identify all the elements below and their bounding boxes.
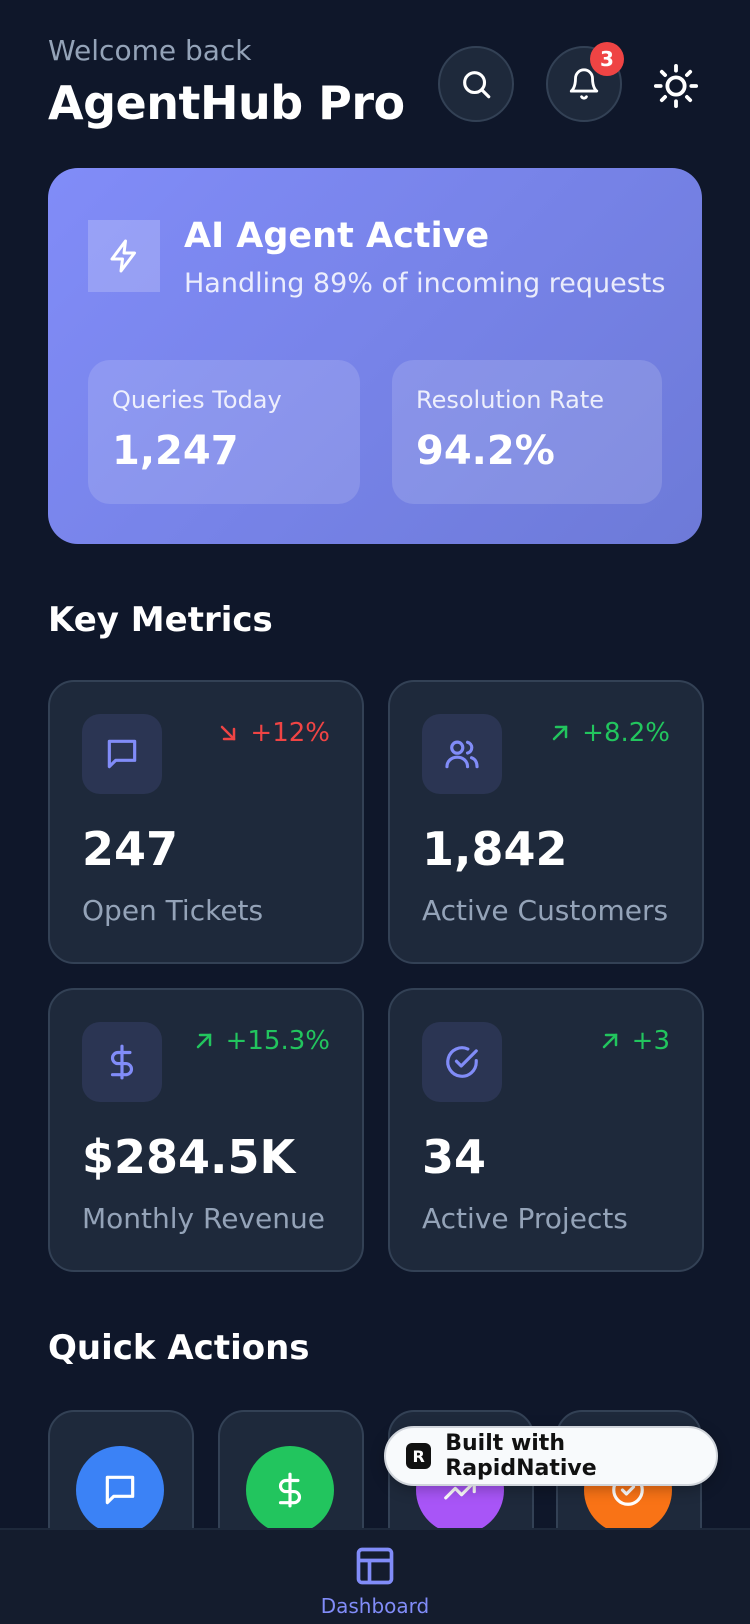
arrow-up-right-icon: [602, 1033, 617, 1049]
metric-card-active-customers[interactable]: +8.2% 1,842 Active Customers: [388, 680, 704, 964]
theme-toggle-button[interactable]: [650, 60, 702, 112]
trend-value: +3: [631, 1026, 670, 1056]
stat-label: Queries Today: [112, 386, 282, 414]
metric-icon-box: [82, 1022, 162, 1102]
trend-value: +12%: [250, 718, 330, 748]
rapidnative-logo-icon: R: [406, 1443, 432, 1469]
metric-icon-box: [422, 714, 502, 794]
metric-label: Active Customers: [422, 894, 669, 927]
metric-trend: +8.2%: [548, 718, 670, 748]
metric-value: $284.5K: [82, 1130, 296, 1184]
key-metrics-title: Key Metrics: [48, 600, 273, 640]
trend-value: +15.3%: [225, 1026, 330, 1056]
metric-card-monthly-revenue[interactable]: +15.3% $284.5K Monthly Revenue: [48, 988, 364, 1272]
bell-icon: [569, 68, 599, 100]
trend-value: +8.2%: [582, 718, 670, 748]
users-icon: [445, 740, 479, 769]
notifications-button[interactable]: 3: [546, 42, 624, 122]
dollar-icon: [110, 1044, 133, 1080]
quick-action-circle: [76, 1446, 164, 1534]
lightning-icon: [110, 239, 136, 273]
notification-badge: 3: [590, 42, 624, 76]
arrow-down-right-icon: [221, 725, 236, 741]
welcome-text: Welcome back: [48, 34, 252, 67]
metric-label: Active Projects: [422, 1202, 628, 1235]
metric-card-open-tickets[interactable]: +12% 247 Open Tickets: [48, 680, 364, 964]
header: Welcome back AgentHub Pro 3: [48, 34, 708, 134]
stat-value: 94.2%: [416, 428, 555, 474]
layout-icon: [356, 1547, 394, 1585]
check-circle-icon: [446, 1046, 478, 1078]
stat-label: Resolution Rate: [416, 386, 605, 414]
arrow-up-right-icon: [196, 1033, 211, 1049]
queries-today-stat: Queries Today 1,247: [88, 360, 360, 504]
sun-icon: [653, 63, 699, 109]
agent-icon-box: [88, 220, 160, 292]
agent-status-card[interactable]: AI Agent Active Handling 89% of incoming…: [48, 168, 702, 544]
metric-card-active-projects[interactable]: +3 34 Active Projects: [388, 988, 704, 1272]
metric-value: 1,842: [422, 822, 568, 876]
message-icon: [107, 739, 137, 769]
agent-status-title: AI Agent Active: [184, 216, 490, 256]
tab-dashboard[interactable]: Dashboard: [312, 1544, 438, 1618]
quick-actions-title: Quick Actions: [48, 1328, 310, 1368]
metric-trend: +12%: [216, 718, 330, 748]
arrow-up-right-icon: [552, 725, 568, 741]
metric-label: Monthly Revenue: [82, 1202, 325, 1235]
built-with-text: Built with RapidNative: [445, 1431, 597, 1481]
metric-icon-box: [82, 714, 162, 794]
tab-label: Dashboard: [320, 1594, 430, 1618]
quick-action-circle: [246, 1446, 334, 1534]
metric-trend: +3: [598, 1026, 670, 1056]
metric-trend: +15.3%: [192, 1026, 330, 1056]
search-icon: [463, 71, 491, 99]
bottom-tab-bar: Dashboard: [0, 1528, 750, 1624]
resolution-rate-stat: Resolution Rate 94.2%: [392, 360, 662, 504]
built-with-badge[interactable]: R Built with RapidNative: [384, 1426, 718, 1486]
dollar-icon: [278, 1472, 301, 1508]
metric-label: Open Tickets: [82, 894, 264, 927]
message-icon: [105, 1475, 135, 1505]
metric-value: 247: [82, 822, 179, 876]
agent-status-subtitle: Handling 89% of incoming requests: [184, 268, 666, 299]
search-button[interactable]: [438, 46, 514, 122]
metric-icon-box: [422, 1022, 502, 1102]
app-title: AgentHub Pro: [48, 76, 405, 130]
stat-value: 1,247: [112, 428, 239, 474]
metric-value: 34: [422, 1130, 487, 1184]
